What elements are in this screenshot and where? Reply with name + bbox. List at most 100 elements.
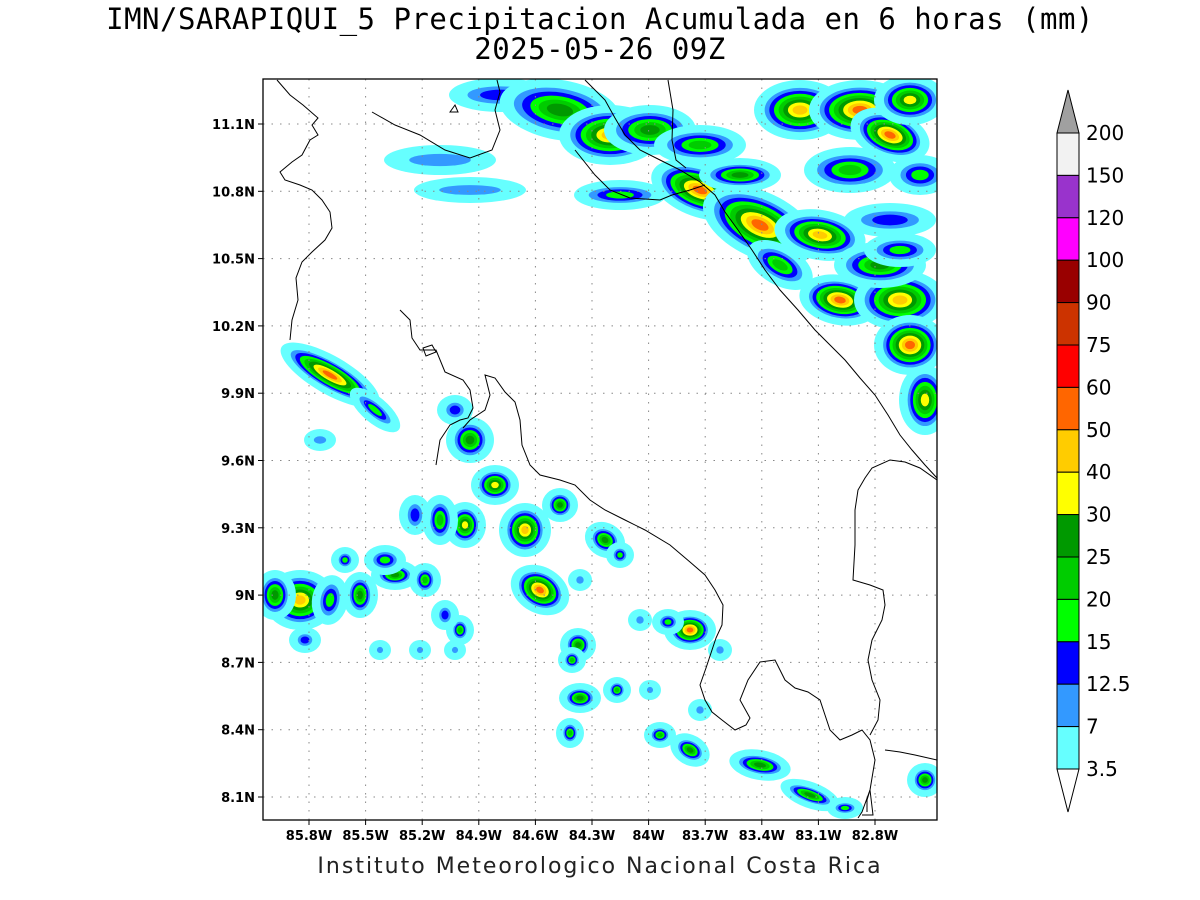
precipitation-cell — [263, 570, 296, 620]
precipitation-cell — [654, 125, 746, 165]
contour-fill — [792, 105, 808, 115]
contour-fill — [911, 169, 929, 181]
contour-fill — [557, 502, 563, 508]
precipitation-cell — [431, 600, 459, 630]
lat-tick-label: 10.8N — [212, 185, 255, 200]
contour-fill — [646, 686, 654, 694]
precipitation-cell — [437, 395, 473, 425]
contour-fill — [922, 777, 928, 783]
contour-fill — [342, 557, 348, 563]
precipitation-cell — [409, 563, 441, 597]
colorbar-label: 30 — [1086, 503, 1111, 527]
precipitation-cell — [422, 495, 458, 545]
precipitation-cell — [639, 680, 661, 700]
contour-fill — [840, 805, 850, 811]
precipitation-cell — [780, 778, 840, 812]
colorbar-label: 25 — [1086, 545, 1111, 569]
precipitation-cell — [384, 145, 496, 175]
contour-fill — [884, 131, 896, 139]
contour-fill — [461, 521, 469, 529]
contour-fill — [575, 642, 581, 648]
precipitation-cell — [747, 240, 813, 290]
precipitation-cell — [409, 640, 431, 660]
precipitation-cell — [311, 575, 349, 625]
precipitation-cell — [827, 797, 863, 819]
lat-tick-label: 8.1N — [221, 791, 255, 806]
colorbar-label: 120 — [1086, 206, 1124, 230]
coastline — [276, 79, 937, 819]
contour-fill — [325, 593, 335, 607]
contour-fill — [536, 586, 544, 594]
precipitation-field — [263, 79, 937, 819]
contour-fill — [903, 95, 917, 105]
contour-fill — [422, 576, 428, 584]
colorbar-segment — [1056, 471, 1080, 516]
colorbar-segment — [1056, 259, 1080, 304]
contour-fill — [838, 164, 862, 176]
contour-fill — [410, 508, 420, 522]
lon-tick-label: 85.2W — [399, 829, 445, 844]
colorbar-label: 150 — [1086, 163, 1124, 187]
contour-fill — [920, 393, 930, 407]
map-title: IMN/SARAPIQUI_5 Precipitacion Acumulada … — [106, 2, 1094, 36]
precipitation-cell — [364, 545, 406, 575]
lat-tick-label: 9N — [235, 589, 255, 604]
contour-fill — [322, 370, 338, 380]
precipitation-cell — [542, 488, 578, 522]
colorbar-label: 50 — [1086, 418, 1111, 442]
precipitation-cell — [729, 749, 791, 781]
colorbar-under-triangle — [1056, 768, 1080, 813]
precipitation-cell — [444, 640, 466, 660]
colorbar-segment — [1056, 217, 1080, 261]
lon-tick-label: 84.9W — [456, 829, 502, 844]
precipitation-cell — [606, 542, 634, 568]
precipitation-cell — [774, 209, 866, 261]
contour-fill — [271, 590, 279, 600]
colorbar-segment — [1056, 683, 1080, 728]
precipitation-cell — [804, 147, 896, 193]
colorbar-label: 60 — [1086, 375, 1111, 399]
precipitation-cell — [850, 107, 930, 163]
lat-tick-label: 10.2N — [212, 320, 255, 335]
colorbar-label: 75 — [1086, 333, 1111, 357]
lon-tick-label: 85.5W — [342, 829, 388, 844]
contour-fill — [357, 590, 363, 600]
colorbar-label: 20 — [1086, 587, 1111, 611]
lon-tick-label: 84.3W — [569, 829, 615, 844]
colorbar-segment — [1056, 344, 1080, 388]
lon-tick-label: 82.8W — [852, 829, 898, 844]
contour-fill — [614, 687, 620, 693]
precipitation-cell — [289, 627, 321, 653]
contour-fill — [569, 657, 575, 663]
lon-tick-label: 85.8W — [286, 829, 332, 844]
precipitation-cell — [603, 677, 631, 703]
lon-tick-label: 83.7W — [682, 829, 728, 844]
contour-fill — [751, 219, 769, 231]
contour-fill — [664, 619, 672, 625]
precipitation-cell — [471, 465, 519, 505]
lat-tick-label: 8.7N — [221, 656, 255, 671]
contour-fill — [617, 552, 623, 558]
contour-fill — [812, 231, 828, 239]
precipitation-cell — [844, 203, 936, 237]
precipitation-cell — [874, 79, 937, 125]
contour-fill — [576, 695, 584, 701]
contour-fill — [567, 730, 573, 736]
contour-fill — [754, 762, 766, 768]
contour-fill — [449, 405, 461, 415]
precipitation-cell — [342, 572, 378, 618]
contour-fill — [686, 747, 694, 753]
colorbar-label: 15 — [1086, 630, 1111, 654]
contour-fill — [465, 435, 475, 445]
contour-fill — [376, 646, 384, 654]
contour-fill — [772, 259, 788, 271]
contour-fill — [889, 245, 911, 255]
colorbar-segment — [1056, 726, 1080, 770]
lat-lon-grid — [263, 79, 937, 820]
contour-fill — [731, 172, 749, 178]
precipitation-cell — [670, 733, 710, 767]
colorbar-segment — [1056, 514, 1080, 558]
lon-tick-label: 83.4W — [739, 829, 785, 844]
colorbar-over-triangle — [1056, 89, 1080, 134]
